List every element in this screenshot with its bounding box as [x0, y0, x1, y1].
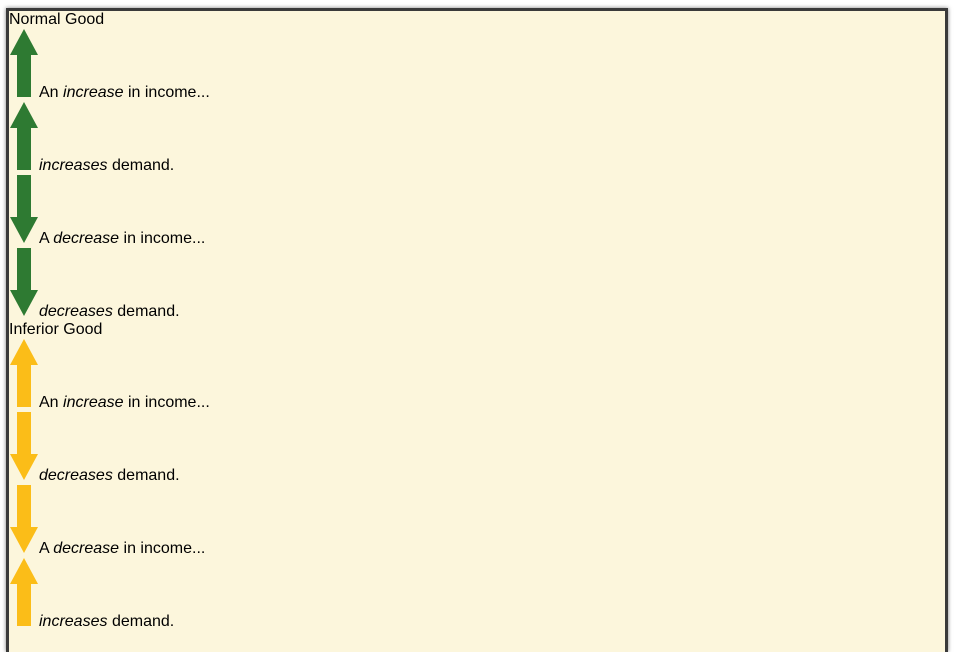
text: A	[39, 230, 49, 247]
emphasis: decreases	[39, 467, 113, 484]
row-right: decreases demand.	[9, 412, 945, 485]
text: demand.	[111, 157, 175, 174]
text: in income...	[127, 84, 210, 101]
text: An	[39, 84, 59, 101]
arrow-down	[10, 412, 38, 480]
arrow-up	[10, 339, 38, 407]
text: demand.	[117, 467, 180, 484]
row-right: increases demand.	[9, 558, 945, 631]
emphasis: increases	[39, 613, 108, 630]
arrow-shape	[10, 485, 38, 553]
arrow-down	[10, 485, 38, 553]
text: in income...	[127, 394, 210, 411]
row-left: An increase in income...	[9, 29, 945, 102]
section-header: Inferior Good	[9, 321, 103, 338]
arrow-shape	[10, 102, 38, 170]
arrow-down	[10, 248, 38, 316]
arrow-shape	[10, 29, 38, 97]
diagram: Normal Good An increase in income... incre…	[6, 8, 948, 652]
emphasis: decreases	[39, 303, 113, 320]
arrow-up	[10, 29, 38, 97]
emphasis: decrease	[53, 230, 120, 247]
text: in income...	[123, 540, 206, 557]
row-right: increases demand.	[9, 102, 945, 175]
row-left: An increase in income...	[9, 339, 945, 412]
row-left: A decrease in income...	[9, 485, 945, 558]
arrow-down	[10, 175, 38, 243]
arrow-shape	[10, 558, 38, 626]
text: An	[39, 394, 59, 411]
arrow-shape	[10, 412, 38, 480]
arrow-up	[10, 102, 38, 170]
row-right: decreases demand.	[9, 248, 945, 321]
text: demand.	[111, 613, 175, 630]
arrow-shape	[10, 175, 38, 243]
arrow-up	[10, 558, 38, 626]
text: A	[39, 540, 49, 557]
text: demand.	[117, 303, 180, 320]
arrow-shape	[10, 339, 38, 407]
section-header: Normal Good	[9, 11, 105, 28]
emphasis: increase	[63, 84, 124, 101]
arrow-shape	[10, 248, 38, 316]
row-left: A decrease in income...	[9, 175, 945, 248]
emphasis: decrease	[53, 540, 120, 557]
emphasis: increase	[63, 394, 124, 411]
text: in income...	[123, 230, 206, 247]
emphasis: increases	[39, 157, 108, 174]
